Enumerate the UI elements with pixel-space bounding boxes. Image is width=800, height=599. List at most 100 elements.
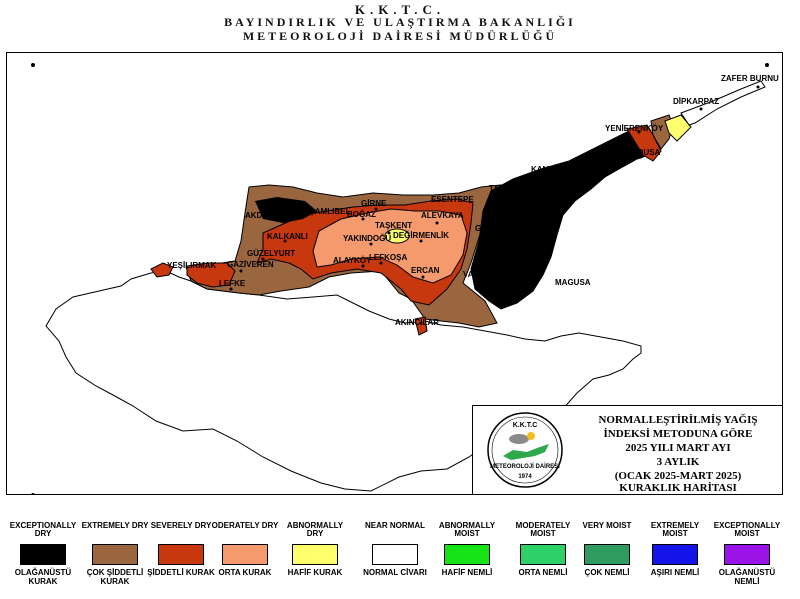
place-label: LEFKOŞA bbox=[369, 253, 407, 262]
legend-tr-label: HAFİF NEMLİ bbox=[441, 568, 493, 577]
place-label: YEŞİLIRMAK bbox=[167, 261, 217, 270]
legend-swatch bbox=[292, 544, 338, 565]
legend-tr-label: ŞİDDETLİ KURAK bbox=[147, 568, 215, 577]
place-markers bbox=[229, 85, 760, 325]
legend-tr-label: ORTA NEMLİ bbox=[518, 568, 568, 577]
zone-severely-dry-akincilar bbox=[414, 316, 428, 336]
legend-swatch bbox=[584, 544, 630, 565]
place-label: YIALOUSA bbox=[619, 148, 661, 157]
place-label: ÇAMLIBEL bbox=[309, 207, 350, 216]
info-line: 2025 YILI MART AYI bbox=[625, 442, 731, 454]
legend-tr-label: ORTA KURAK bbox=[218, 568, 272, 577]
legend-swatch bbox=[158, 544, 204, 565]
legend-item: ABNORMALLY DRY HAFİF KURAK bbox=[280, 521, 350, 578]
place-label: DİPKARPAZ bbox=[673, 97, 719, 106]
place-label: TATLISU bbox=[489, 184, 522, 193]
place-label: ALAYKÖY bbox=[333, 256, 372, 265]
header-ministry: BAYINDIRLIK VE ULAŞTIRMA BAKANLIĞI bbox=[224, 15, 576, 29]
zone-severely-dry-karpaz bbox=[626, 124, 662, 162]
legend-en-label: EXTREMELY DRY bbox=[81, 521, 149, 530]
legend-item: ABNORMALLY MOIST HAFİF NEMLİ bbox=[432, 521, 502, 578]
svg-text:METEOROLOJİ DAİRESİ: METEOROLOJİ DAİRESİ bbox=[490, 463, 560, 470]
place-label: BOĞAZ bbox=[347, 210, 376, 219]
legend-swatch bbox=[724, 544, 770, 565]
place-label: GAZİVEREN bbox=[227, 260, 274, 269]
legend-tr-label: OLAĞANÜSTÜ KURAK bbox=[14, 568, 72, 586]
legend-en-label: EXCEPTIONALLY MOIST bbox=[713, 521, 781, 538]
place-label: VADİLİ bbox=[463, 270, 489, 279]
legend-swatch bbox=[652, 544, 698, 565]
header-kktc: K.K.T.C. bbox=[354, 2, 446, 17]
legend-en-label: SEVERELY DRY bbox=[150, 521, 212, 530]
place-label: ALEVKAYA bbox=[421, 211, 464, 220]
legend-item: ODERATELY DRY ORTA KURAK bbox=[210, 521, 280, 578]
legend: EXCEPTIONALLY DRY OLAĞANÜSTÜ KURAK EXTREME… bbox=[0, 522, 800, 599]
legend-tr-label: AŞIRI NEMLİ bbox=[650, 568, 700, 577]
zone-abnormally-dry-karpaz bbox=[664, 114, 692, 142]
legend-swatch bbox=[520, 544, 566, 565]
legend-item: EXTREMELY MOIST AŞIRI NEMLİ bbox=[640, 521, 710, 578]
corner-dot bbox=[31, 63, 35, 67]
legend-tr-label: ÇOK NEMLİ bbox=[584, 568, 630, 577]
zone-abnormally-dry bbox=[384, 228, 410, 244]
zone-exceptionally-dry bbox=[470, 126, 656, 310]
legend-tr-label: NORMAL CİVARI bbox=[363, 568, 427, 577]
info-line: 3 AYLIK bbox=[656, 456, 700, 468]
legend-swatch bbox=[222, 544, 268, 565]
place-label: AKINCILAR bbox=[395, 318, 439, 327]
header-department: METEOROLOJİ DAİRESİ MÜDÜRLÜĞÜ bbox=[242, 29, 558, 43]
place-label: YENİERENKÖY bbox=[605, 124, 664, 133]
info-line: (OCAK 2025-MART 2025) bbox=[614, 470, 742, 482]
info-box: K.K.T.C METEOROLOJİ DAİRESİ 1974 NORMALL… bbox=[472, 405, 783, 495]
legend-item: SEVERELY DRY ŞİDDETLİ KURAK bbox=[146, 521, 216, 578]
place-label: KANTARA bbox=[531, 165, 570, 174]
meteorology-logo: K.K.T.C METEOROLOJİ DAİRESİ 1974 bbox=[487, 412, 563, 488]
zone-exceptionally-dry-north bbox=[255, 197, 317, 223]
legend-en-label: EXTREMELY MOIST bbox=[650, 521, 700, 538]
legend-en-label: VERY MOIST bbox=[582, 521, 632, 530]
legend-en-label: ABNORMALLY DRY bbox=[286, 521, 344, 538]
legend-swatch bbox=[20, 544, 66, 565]
zone-severely-dry-coast bbox=[150, 262, 174, 278]
legend-en-label: ABNORMALLY MOIST bbox=[438, 521, 496, 538]
legend-en-label: NEAR NORMAL bbox=[365, 521, 425, 530]
legend-swatch bbox=[372, 544, 418, 565]
legend-tr-label: HAFİF KURAK bbox=[287, 568, 343, 577]
legend-en-label: ODERATELY DRY bbox=[211, 521, 279, 530]
place-label: ESENTEPE bbox=[431, 195, 474, 204]
corner-dot bbox=[765, 63, 769, 67]
legend-item: NEAR NORMAL NORMAL CİVARI bbox=[360, 521, 430, 578]
legend-item: MODERATELY MOIST ORTA NEMLİ bbox=[508, 521, 578, 578]
corner-dot bbox=[31, 493, 35, 494]
legend-en-label: EXCEPTIONALLY DRY bbox=[9, 521, 77, 538]
place-label: LEFKE bbox=[219, 279, 246, 288]
zone-near-normal-karpaz bbox=[680, 80, 766, 126]
legend-item: VERY MOIST ÇOK NEMLİ bbox=[572, 521, 642, 578]
place-label: TAŞKENT bbox=[375, 221, 412, 230]
info-line: KURAKLIK HARİTASI bbox=[619, 482, 737, 494]
legend-swatch bbox=[92, 544, 138, 565]
info-line: İNDEKSİ METODUNA GÖRE bbox=[603, 428, 753, 440]
legend-item: EXTREMELY DRY ÇOK ŞİDDETLİ KURAK bbox=[80, 521, 150, 587]
legend-swatch bbox=[444, 544, 490, 565]
legend-tr-label: ÇOK ŞİDDETLİ KURAK bbox=[86, 568, 144, 586]
legend-item: EXCEPTIONALLY DRY OLAĞANÜSTÜ KURAK bbox=[8, 521, 78, 587]
place-label: AKDENİZ bbox=[245, 211, 281, 220]
svg-text:K.K.T.C: K.K.T.C bbox=[513, 422, 538, 429]
place-label: GİRNE bbox=[361, 199, 387, 208]
zone-moderately-dry bbox=[312, 208, 468, 284]
legend-item: EXCEPTIONALLY MOIST OLAĞANÜSTÜ NEMLİ bbox=[712, 521, 782, 587]
place-label: ERCAN bbox=[411, 266, 440, 275]
place-label: YAKINDOĞU bbox=[343, 234, 391, 243]
zone-severely-dry-west bbox=[186, 262, 236, 288]
svg-text:1974: 1974 bbox=[518, 474, 532, 480]
place-label: KALKANLI bbox=[267, 232, 308, 241]
legend-tr-label: OLAĞANÜSTÜ NEMLİ bbox=[718, 568, 776, 586]
place-label: MAGUSA bbox=[555, 278, 591, 287]
place-label: GÜZELYURT bbox=[247, 249, 295, 258]
place-label: ZAFER BURNU bbox=[721, 74, 779, 83]
legend-en-label: MODERATELY MOIST bbox=[515, 521, 571, 538]
info-line: NORMALLEŞTİRİLMİŞ YAĞIŞ bbox=[598, 414, 758, 426]
place-label: GEÇİTKALE bbox=[475, 224, 522, 233]
place-label: DEĞİRMENLİK bbox=[393, 231, 449, 240]
